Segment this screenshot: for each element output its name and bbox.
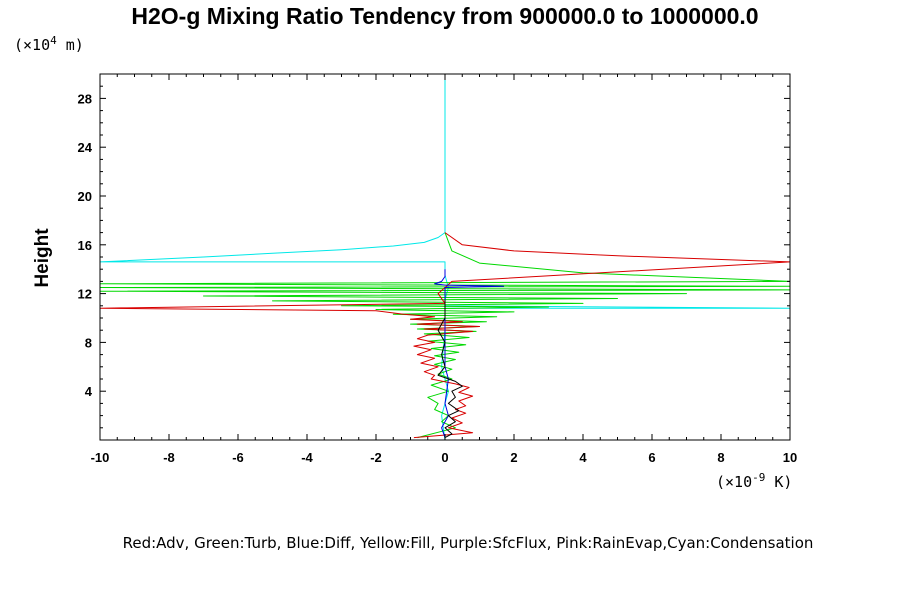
y-axis-label: Height <box>32 228 53 288</box>
x-tick-label: 6 <box>648 450 655 465</box>
x-tick-label: -4 <box>301 450 313 465</box>
x-tick-label: -8 <box>163 450 175 465</box>
y-tick-label: 8 <box>85 335 92 350</box>
series-line-4 <box>434 269 505 438</box>
x-tick-label: 10 <box>783 450 797 465</box>
y-tick-label: 20 <box>78 189 92 204</box>
y-tick-label: 24 <box>78 140 93 155</box>
x-tick-label: -10 <box>91 450 110 465</box>
x-tick-label: -2 <box>370 450 382 465</box>
y-tick-label: 12 <box>78 287 92 302</box>
y-tick-label: 4 <box>85 384 93 399</box>
data-lines <box>99 74 791 441</box>
plot-frame <box>99 73 791 441</box>
x-tick-label: 8 <box>717 450 724 465</box>
x-tick-label: -6 <box>232 450 244 465</box>
series-line-5 <box>437 299 463 439</box>
x-tick-label: 2 <box>510 450 517 465</box>
x-tick-label: 0 <box>441 450 448 465</box>
y-axis-unit: (×104 m) <box>14 34 84 54</box>
legend: Red:Adv, Green:Turb, Blue:Diff, Yellow:F… <box>123 534 814 552</box>
x-axis-ticks: -10 -8 -6 -4 -2 0 2 4 6 8 10 <box>91 74 797 465</box>
chart-title: H2O-g Mixing Ratio Tendency from 900000.… <box>131 3 758 29</box>
y-tick-label: 16 <box>78 238 92 253</box>
x-axis-unit: (×10-9 K) <box>716 471 792 491</box>
y-tick-label: 28 <box>78 91 92 106</box>
series-line-1 <box>99 74 791 441</box>
x-tick-label: 4 <box>579 450 587 465</box>
